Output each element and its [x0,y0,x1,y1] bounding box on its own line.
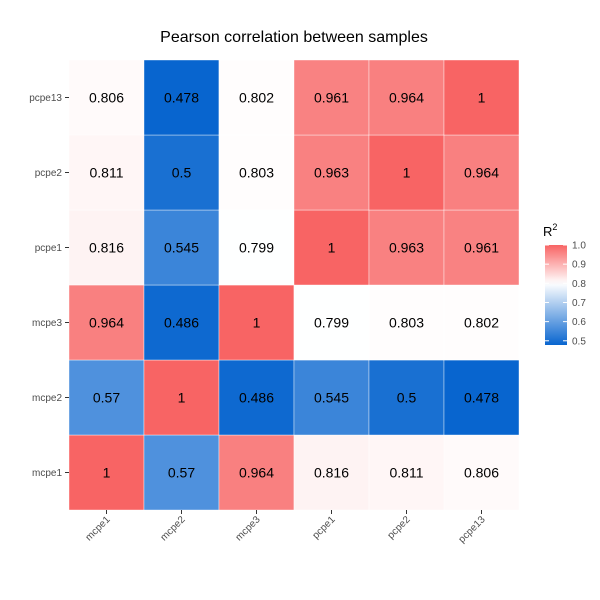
heatmap-cell [143,209,220,286]
heatmap-cell [368,434,445,511]
cell-value-label: 0.478 [164,90,199,106]
cell-value-label: 1 [178,390,186,406]
heatmap-cell [293,284,370,361]
chart-title: Pearson correlation between samples [160,29,428,46]
x-tick-label: mcpe1 [84,514,113,543]
heatmap-cell [218,434,295,511]
heatmap-cell [68,284,145,361]
heatmap-cell [368,134,445,211]
legend-tick-label: 0.7 [572,298,586,309]
cell-value-label: 0.803 [239,165,274,181]
heatmap-cell [143,434,220,511]
x-tick-label: pcpe1 [311,514,338,541]
cell-value-label: 0.803 [389,315,424,331]
legend-tick-label: 1.0 [572,241,586,252]
cell-value-label: 0.799 [239,240,274,256]
cell-value-label: 0.964 [464,165,499,181]
heatmap-cell [68,434,145,511]
cell-value-label: 0.964 [389,90,424,106]
cell-value-label: 0.964 [239,465,274,481]
legend-tick-label: 0.5 [572,336,586,347]
heatmap-cells [68,59,520,511]
y-tick-label: mcpe3 [32,318,62,329]
cell-value-label: 1 [478,90,486,106]
cell-value-label: 0.486 [164,315,199,331]
cell-value-label: 0.802 [464,315,499,331]
y-tick-label: mcpe2 [32,393,62,404]
heatmap-cell [143,134,220,211]
legend-title-superscript: 2 [552,222,557,232]
heatmap-cell [218,359,295,436]
heatmap-cell [293,359,370,436]
heatmap-cell [68,209,145,286]
legend-color-bar [545,245,567,345]
y-tick-label: pcpe2 [35,168,63,179]
heatmap-cell [443,434,520,511]
heatmap-cell [143,59,220,136]
heatmap-cell [143,284,220,361]
cell-value-label: 1 [253,315,261,331]
cell-value-label: 0.806 [89,90,124,106]
cell-value-label: 0.478 [464,390,499,406]
cell-value-label: 0.806 [464,465,499,481]
heatmap-cell [443,59,520,136]
x-tick-label: pcpe2 [386,514,413,541]
cell-value-label: 1 [328,240,336,256]
cell-value-label: 0.57 [93,390,120,406]
heatmap-cell [293,209,370,286]
cell-value-label: 0.545 [314,390,349,406]
heatmap-cell [143,359,220,436]
heatmap-cell [68,134,145,211]
cell-value-label: 0.816 [314,465,349,481]
cell-value-label: 0.961 [314,90,349,106]
legend-title: R2 [543,222,557,239]
x-axis: mcpe1 mcpe2 mcpe3 pcpe1 pcpe2 pcpe13 [84,510,488,545]
cell-value-label: 0.799 [314,315,349,331]
cell-value-label: 1 [103,465,111,481]
cell-value-label: 0.486 [239,390,274,406]
cell-value-label: 0.811 [390,465,424,481]
heatmap-cell [218,209,295,286]
heatmap-cell [218,59,295,136]
cell-value-label: 0.5 [172,165,192,181]
heatmap-cell [293,59,370,136]
cell-value-label: 0.963 [314,165,349,181]
cell-value-label: 0.816 [89,240,124,256]
legend-tick-label: 0.9 [572,260,586,271]
cell-value-label: 0.57 [168,465,195,481]
heatmap-cell [443,209,520,286]
cell-value-label: 1 [403,165,411,181]
legend-tick-label: 0.6 [572,317,586,328]
cell-value-label: 0.963 [389,240,424,256]
heatmap-cell-labels: 1 0.57 0.964 0.816 0.811 0.806 0.57 1 0.486 0.545… [89,90,499,481]
heatmap-cell [443,284,520,361]
cell-value-label: 0.802 [239,90,274,106]
heatmap-cell [443,359,520,436]
heatmap-cell [218,134,295,211]
heatmap-cell [368,359,445,436]
y-tick-label: pcpe13 [29,93,62,104]
y-tick-label: pcpe1 [35,243,63,254]
x-tick-label: mcpe2 [159,514,188,543]
heatmap-cell [368,59,445,136]
cell-value-label: 0.5 [397,390,417,406]
legend-tick-label: 0.8 [572,279,586,290]
y-axis: mcpe1 mcpe2 mcpe3 pcpe1 pcpe2 pcpe13 [29,93,69,479]
heatmap-cell [293,434,370,511]
heatmap-cell [68,59,145,136]
x-tick-label: pcpe13 [457,514,488,545]
y-tick-label: mcpe1 [32,468,62,479]
cell-value-label: 0.545 [164,240,199,256]
color-legend: R2 0.5 0.6 0.7 0.8 0.9 1.0 [543,222,586,347]
heatmap-cell [218,284,295,361]
heatmap-cell [293,134,370,211]
cell-value-label: 0.811 [90,165,124,181]
x-tick-label: mcpe3 [234,514,263,543]
legend-title-main: R [543,224,552,239]
heatmap-cell [443,134,520,211]
cell-value-label: 0.961 [464,240,499,256]
cell-value-label: 0.964 [89,315,124,331]
